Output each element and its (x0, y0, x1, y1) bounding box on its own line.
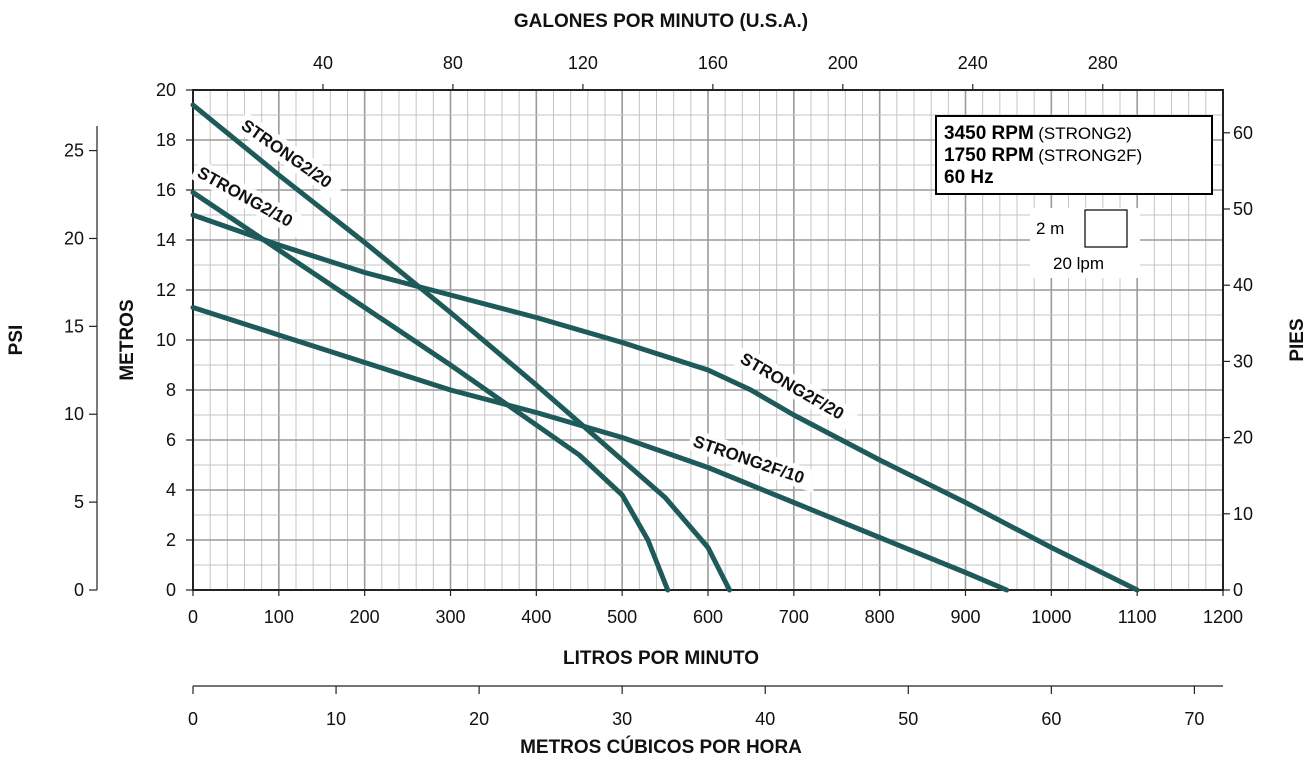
top-axis-title: GALONES POR MINUTO (U.S.A.) (514, 11, 808, 32)
top-tick-label: 80 (443, 53, 463, 73)
cubic-tick-label: 40 (755, 709, 775, 729)
top-tick-label: 40 (313, 53, 333, 73)
left-tick-label: 6 (166, 430, 176, 450)
right-tick-label: 20 (1233, 428, 1253, 448)
right-tick-label: 10 (1233, 504, 1253, 524)
top-tick-label: 200 (828, 53, 858, 73)
cubic-axis-title: METROS CÚBICOS POR HORA (520, 736, 802, 758)
bottom-tick-label: 500 (607, 607, 637, 627)
bottom-tick-label: 100 (264, 607, 294, 627)
left-tick-label: 2 (166, 530, 176, 550)
right-tick-label: 30 (1233, 351, 1253, 371)
curve-strong2f-20 (190, 212, 1140, 593)
bottom-tick-label: 300 (435, 607, 465, 627)
psi-axis-title: PSI (6, 325, 27, 356)
bottom-axis-title: LITROS POR MINUTO (563, 648, 759, 669)
right-tick-label: 0 (1233, 580, 1243, 600)
left-tick-label: 4 (166, 480, 176, 500)
curve-strong2-10 (190, 190, 671, 593)
right-tick-label: 40 (1233, 275, 1253, 295)
curve-label-background (233, 111, 347, 200)
bottom-tick-label: 1200 (1203, 607, 1243, 627)
scale-key-square (1084, 209, 1128, 248)
bottom-tick-label: 400 (521, 607, 551, 627)
left-tick-label: 8 (166, 380, 176, 400)
cubic-tick-label: 10 (326, 709, 346, 729)
bottom-tick-label: 1000 (1031, 607, 1071, 627)
right-axis-title: PIES (1287, 318, 1308, 361)
left-tick-label: 10 (156, 330, 176, 350)
top-tick-label: 280 (1088, 53, 1118, 73)
bottom-tick-label: 600 (693, 607, 723, 627)
bottom-tick-label: 900 (950, 607, 980, 627)
top-tick-label: 120 (568, 53, 598, 73)
curve-label-background (190, 159, 308, 238)
series (190, 102, 1140, 593)
legend-line-2: 1750 RPM (STRONG2F) (944, 145, 1142, 166)
curve-label-background (733, 345, 860, 431)
bottom-tick-label: 800 (865, 607, 895, 627)
psi-tick-label: 20 (64, 228, 84, 248)
bottom-tick-label: 0 (188, 607, 198, 627)
psi-tick-label: 0 (74, 580, 84, 600)
curve-strong2f-10 (190, 305, 1010, 593)
top-tick-label: 160 (698, 53, 728, 73)
left-tick-label: 14 (156, 230, 176, 250)
left-tick-label: 18 (156, 130, 176, 150)
scale-key: 2 m 20 lpm (1030, 208, 1140, 278)
curve-strong2-20 (190, 102, 732, 593)
legend-line-1: 3450 RPM (STRONG2) (944, 123, 1132, 144)
cubic-tick-label: 30 (612, 709, 632, 729)
psi-tick-label: 5 (74, 492, 84, 512)
cubic-tick-label: 20 (469, 709, 489, 729)
cubic-tick-label: 70 (1184, 709, 1204, 729)
cubic-tick-label: 60 (1041, 709, 1061, 729)
left-tick-label: 12 (156, 280, 176, 300)
left-tick-label: 20 (156, 80, 176, 100)
left-axis-title: METROS (117, 299, 138, 380)
cubic-tick-label: 0 (188, 709, 198, 729)
psi-tick-label: 25 (64, 141, 84, 161)
scale-key-width-label: 20 lpm (1053, 254, 1104, 273)
top-tick-label: 240 (958, 53, 988, 73)
left-tick-label: 0 (166, 580, 176, 600)
bottom-tick-label: 1100 (1118, 607, 1157, 627)
curve-label-background (686, 428, 820, 493)
right-tick-label: 60 (1233, 123, 1253, 143)
psi-tick-label: 15 (64, 316, 84, 336)
cubic-tick-label: 50 (898, 709, 918, 729)
bottom-tick-label: 200 (350, 607, 380, 627)
left-tick-label: 16 (156, 180, 176, 200)
scale-key-height-label: 2 m (1036, 219, 1064, 238)
axes: 0 100 200 300 400 500 600 700 800 900 1000 1100 1200… (64, 53, 1253, 729)
right-tick-label: 50 (1233, 199, 1253, 219)
legend-box: 3450 RPM (STRONG2) 1750 RPM (STRONG2F) 6… (935, 115, 1213, 195)
legend-line-3: 60 Hz (944, 167, 994, 188)
legend-frame (935, 115, 1213, 195)
bottom-tick-label: 700 (779, 607, 809, 627)
psi-tick-label: 10 (64, 404, 84, 424)
